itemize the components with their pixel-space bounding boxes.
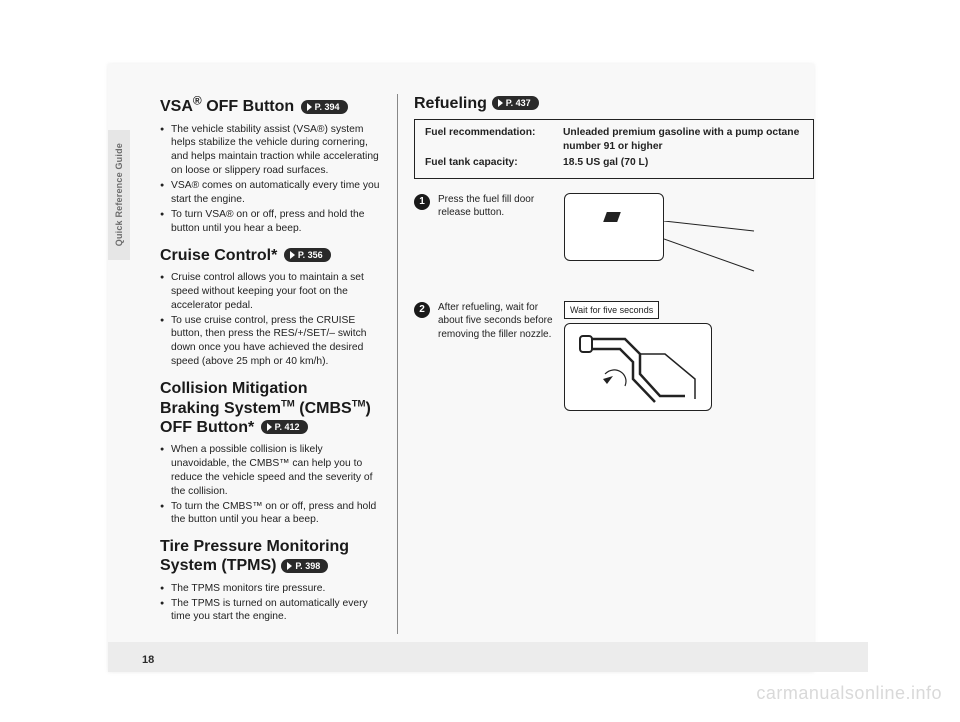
footnote-star: * bbox=[248, 419, 254, 436]
section-tab-label: Quick Reference Guide bbox=[114, 143, 124, 246]
list-item: To turn VSA® on or off, press and hold t… bbox=[160, 208, 383, 236]
fuel-capacity-row: Fuel tank capacity: 18.5 US gal (70 L) bbox=[425, 156, 803, 170]
step-number-badge: 2 bbox=[414, 302, 430, 318]
nozzle-svg bbox=[565, 324, 712, 411]
fuel-rec-value: Unleaded premium gasoline with a pump oc… bbox=[563, 126, 803, 154]
right-column: Refueling P. 437 Fuel recommendation: Un… bbox=[398, 94, 814, 634]
step-2: 2 After refueling, wait for about five s… bbox=[414, 301, 814, 411]
cmbs-line2b: (CMBS bbox=[295, 400, 352, 417]
fuel-info-box: Fuel recommendation: Unleaded premium ga… bbox=[414, 119, 814, 179]
page-number: 18 bbox=[142, 654, 154, 666]
step-2-diagram: Wait for five seconds bbox=[564, 301, 814, 411]
fuel-cap-label: Fuel tank capacity: bbox=[425, 156, 563, 170]
list-item: The TPMS is turned on automatically ever… bbox=[160, 597, 383, 625]
page-ref-badge: P. 412 bbox=[261, 420, 308, 434]
trademark-icon: TM bbox=[352, 398, 366, 409]
list-item: Cruise control allows you to maintain a … bbox=[160, 271, 383, 313]
page-ref-badge: P. 398 bbox=[281, 559, 328, 573]
page-ref-badge: P. 356 bbox=[284, 248, 331, 262]
trademark-icon: TM bbox=[281, 398, 295, 409]
tpms-heading: Tire Pressure Monitoring System (TPMS) P… bbox=[160, 537, 383, 575]
list-item: The vehicle stability assist (VSA®) syst… bbox=[160, 123, 383, 179]
registered-icon: ® bbox=[193, 94, 202, 108]
cruise-heading: Cruise Control* P. 356 bbox=[160, 246, 383, 265]
tpms-line1: Tire Pressure Monitoring bbox=[160, 538, 349, 555]
fuel-door-release-illustration bbox=[564, 193, 664, 261]
tpms-bullets: The TPMS monitors tire pressure. The TPM… bbox=[160, 582, 383, 625]
page-ref-badge: P. 437 bbox=[492, 96, 539, 110]
refueling-heading: Refueling P. 437 bbox=[414, 94, 814, 113]
refueling-title: Refueling bbox=[414, 95, 487, 112]
cmbs-line2a: Braking System bbox=[160, 400, 281, 417]
main-content: VSA® OFF Button P. 394 The vehicle stabi… bbox=[160, 94, 814, 634]
vsa-title-a: VSA bbox=[160, 98, 193, 115]
cmbs-line3: OFF Button bbox=[160, 419, 248, 436]
cmbs-bullets: When a possible collision is likely unav… bbox=[160, 443, 383, 527]
list-item: When a possible collision is likely unav… bbox=[160, 443, 383, 499]
cruise-title: Cruise Control bbox=[160, 247, 271, 264]
footer-band bbox=[108, 642, 868, 672]
callout-lines-icon bbox=[664, 221, 774, 281]
fuel-cap-value: 18.5 US gal (70 L) bbox=[563, 156, 648, 170]
fuel-nozzle-illustration bbox=[564, 323, 712, 411]
step-1: 1 Press the fuel fill door release butto… bbox=[414, 193, 814, 261]
step-1-text: Press the fuel fill door release button. bbox=[438, 193, 556, 220]
left-column: VSA® OFF Button P. 394 The vehicle stabi… bbox=[160, 94, 398, 634]
step-1-diagram bbox=[564, 193, 814, 261]
page-ref-badge: P. 394 bbox=[301, 100, 348, 114]
footnote-star: * bbox=[271, 247, 277, 264]
fuel-recommendation-row: Fuel recommendation: Unleaded premium ga… bbox=[425, 126, 803, 154]
cmbs-heading: Collision Mitigation Braking SystemTM (C… bbox=[160, 379, 383, 437]
vsa-title-b: OFF Button bbox=[202, 98, 294, 115]
list-item: To use cruise control, press the CRUISE … bbox=[160, 314, 383, 370]
list-item: VSA® comes on automatically every time y… bbox=[160, 179, 383, 207]
vsa-bullets: The vehicle stability assist (VSA®) syst… bbox=[160, 123, 383, 236]
tpms-line2: System (TPMS) bbox=[160, 557, 276, 574]
step-2-text: After refueling, wait for about five sec… bbox=[438, 301, 556, 342]
list-item: To turn the CMBS™ on or off, press and h… bbox=[160, 500, 383, 528]
step-number-badge: 1 bbox=[414, 194, 430, 210]
cruise-bullets: Cruise control allows you to maintain a … bbox=[160, 271, 383, 369]
section-tab: Quick Reference Guide bbox=[108, 130, 130, 260]
watermark: carmanualsonline.info bbox=[756, 683, 942, 704]
fuel-rec-label: Fuel recommendation: bbox=[425, 126, 563, 154]
vsa-heading: VSA® OFF Button P. 394 bbox=[160, 94, 383, 117]
cmbs-line1: Collision Mitigation bbox=[160, 380, 308, 397]
cmbs-line2c: ) bbox=[366, 400, 371, 417]
wait-label: Wait for five seconds bbox=[564, 301, 659, 319]
list-item: The TPMS monitors tire pressure. bbox=[160, 582, 383, 596]
